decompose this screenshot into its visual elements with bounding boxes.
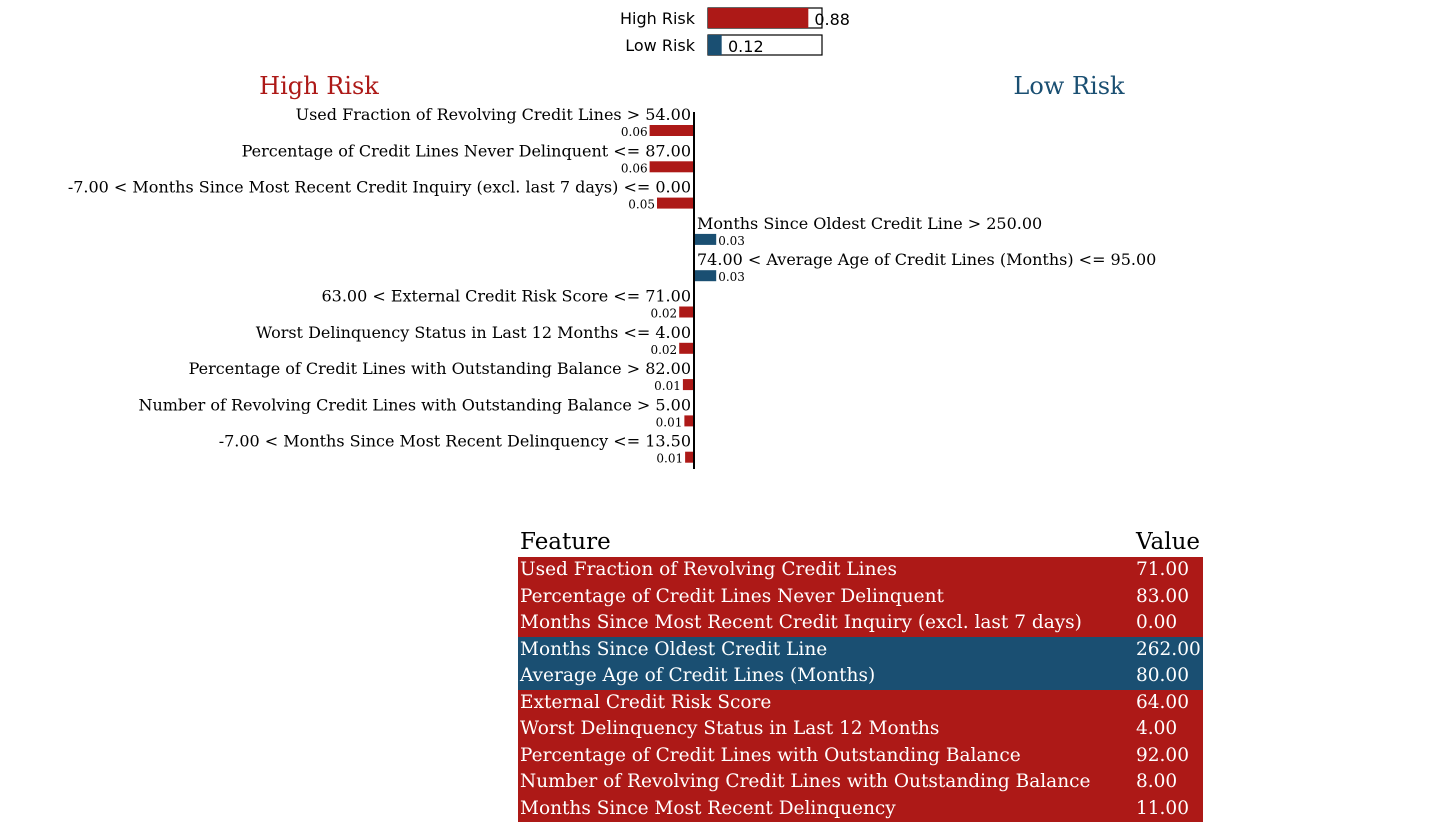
contribution-label: Used Fraction of Revolving Credit Lines … [296,105,691,124]
contribution-bar [685,451,694,463]
value-cell: 0.00 [1136,612,1178,633]
value-cell: 92.00 [1136,744,1189,766]
table-header-row: Feature Value [518,527,1203,557]
value-cell: 80.00 [1136,665,1189,686]
table-row: Worst Delinquency Status in Last 12 Mont… [518,716,1203,743]
proba-frame [707,34,823,56]
contribution-label: -7.00 < Months Since Most Recent Delinqu… [219,432,691,451]
contribution-value: 0.05 [628,198,655,212]
contribution-bar [649,161,694,173]
contribution-label: 74.00 < Average Age of Credit Lines (Mon… [697,250,1156,269]
value-cell: 262.00 [1136,638,1201,660]
low-risk-side-title: Low Risk [1013,72,1125,100]
feature-cell: Months Since Most Recent Delinquency [520,797,896,819]
value-cell: 71.00 [1136,559,1189,580]
value-cell: 83.00 [1136,585,1189,607]
contribution-value: 0.01 [656,452,683,466]
contribution-bar [679,342,694,354]
contribution-label: -7.00 < Months Since Most Recent Credit … [68,178,691,197]
proba-value: 0.12 [728,37,764,56]
value-cell: 11.00 [1136,797,1189,819]
feature-column-header: Feature [520,529,611,555]
table-row: Used Fraction of Revolving Credit Lines 7… [518,557,1203,584]
contribution-bar [682,379,694,391]
feature-cell: Months Since Most Recent Credit Inquiry … [520,612,1082,633]
proba-bar [708,35,722,55]
contribution-bar [649,125,694,136]
prediction-probabilities: High Risk 0.88 Low Risk 0.12 [620,7,850,56]
contribution-value: 0.06 [621,125,648,139]
contribution-label: Percentage of Credit Lines with Outstand… [189,359,691,378]
table-row: Months Since Most Recent Credit Inquiry … [518,610,1203,637]
contribution-value: 0.01 [656,415,683,429]
table-row: Percentage of Credit Lines with Outstand… [518,742,1203,769]
feature-cell: Worst Delinquency Status in Last 12 Mont… [520,718,940,739]
contribution-bar [679,306,694,318]
table-row: Average Age of Credit Lines (Months) 80.0… [518,663,1203,690]
explanation-chart: High Risk 0.88 Low Risk 0.12 High Risk Low … [68,7,1156,469]
proba-label: Low Risk [625,36,695,55]
contribution-bar [694,270,717,282]
contribution-label: Worst Delinquency Status in Last 12 Mont… [256,323,691,342]
feature-cell: External Credit Risk Score [520,691,772,713]
contribution-bar [657,197,694,209]
value-cell: 64.00 [1136,691,1189,713]
contribution-bar [694,233,717,245]
value-column-header: Value [1136,529,1200,555]
feature-value-table: Feature Value Used Fraction of Revolving… [518,527,1203,822]
contribution-label: Number of Revolving Credit Lines with Ou… [138,395,691,414]
feature-cell: Used Fraction of Revolving Credit Lines [520,559,897,580]
feature-cell: Percentage of Credit Lines with Outstand… [520,744,1021,766]
high-risk-side-title: High Risk [259,72,379,100]
contribution-label: Months Since Oldest Credit Line > 250.00 [697,214,1042,233]
value-cell: 8.00 [1136,771,1178,792]
proba-label: High Risk [620,9,696,28]
table-row: Months Since Most Recent Delinquency 11.0… [518,795,1203,822]
proba-value: 0.88 [814,10,850,29]
table-row: Months Since Oldest Credit Line 262.00 [518,636,1203,663]
proba-bar [708,8,809,28]
value-cell: 4.00 [1136,718,1178,739]
contribution-value: 0.02 [650,343,677,357]
contribution-value: 0.03 [718,270,745,284]
contribution-value: 0.02 [650,307,677,321]
feature-cell: Percentage of Credit Lines Never Delinqu… [520,585,944,607]
feature-cell: Number of Revolving Credit Lines with Ou… [520,771,1091,792]
table-row: Number of Revolving Credit Lines with Ou… [518,769,1203,796]
feature-contributions: Used Fraction of Revolving Credit Lines … [68,105,1156,469]
contribution-value: 0.01 [654,379,681,393]
contribution-value: 0.06 [621,161,648,175]
contribution-value: 0.03 [718,234,745,248]
contribution-label: 63.00 < External Credit Risk Score <= 71… [321,287,691,306]
table-row: External Credit Risk Score 64.00 [518,689,1203,716]
table-row: Percentage of Credit Lines Never Delinqu… [518,583,1203,610]
feature-cell: Months Since Oldest Credit Line [520,638,828,660]
feature-cell: Average Age of Credit Lines (Months) [520,665,876,686]
contribution-label: Percentage of Credit Lines Never Delinqu… [242,141,691,160]
contribution-bar [684,415,694,427]
